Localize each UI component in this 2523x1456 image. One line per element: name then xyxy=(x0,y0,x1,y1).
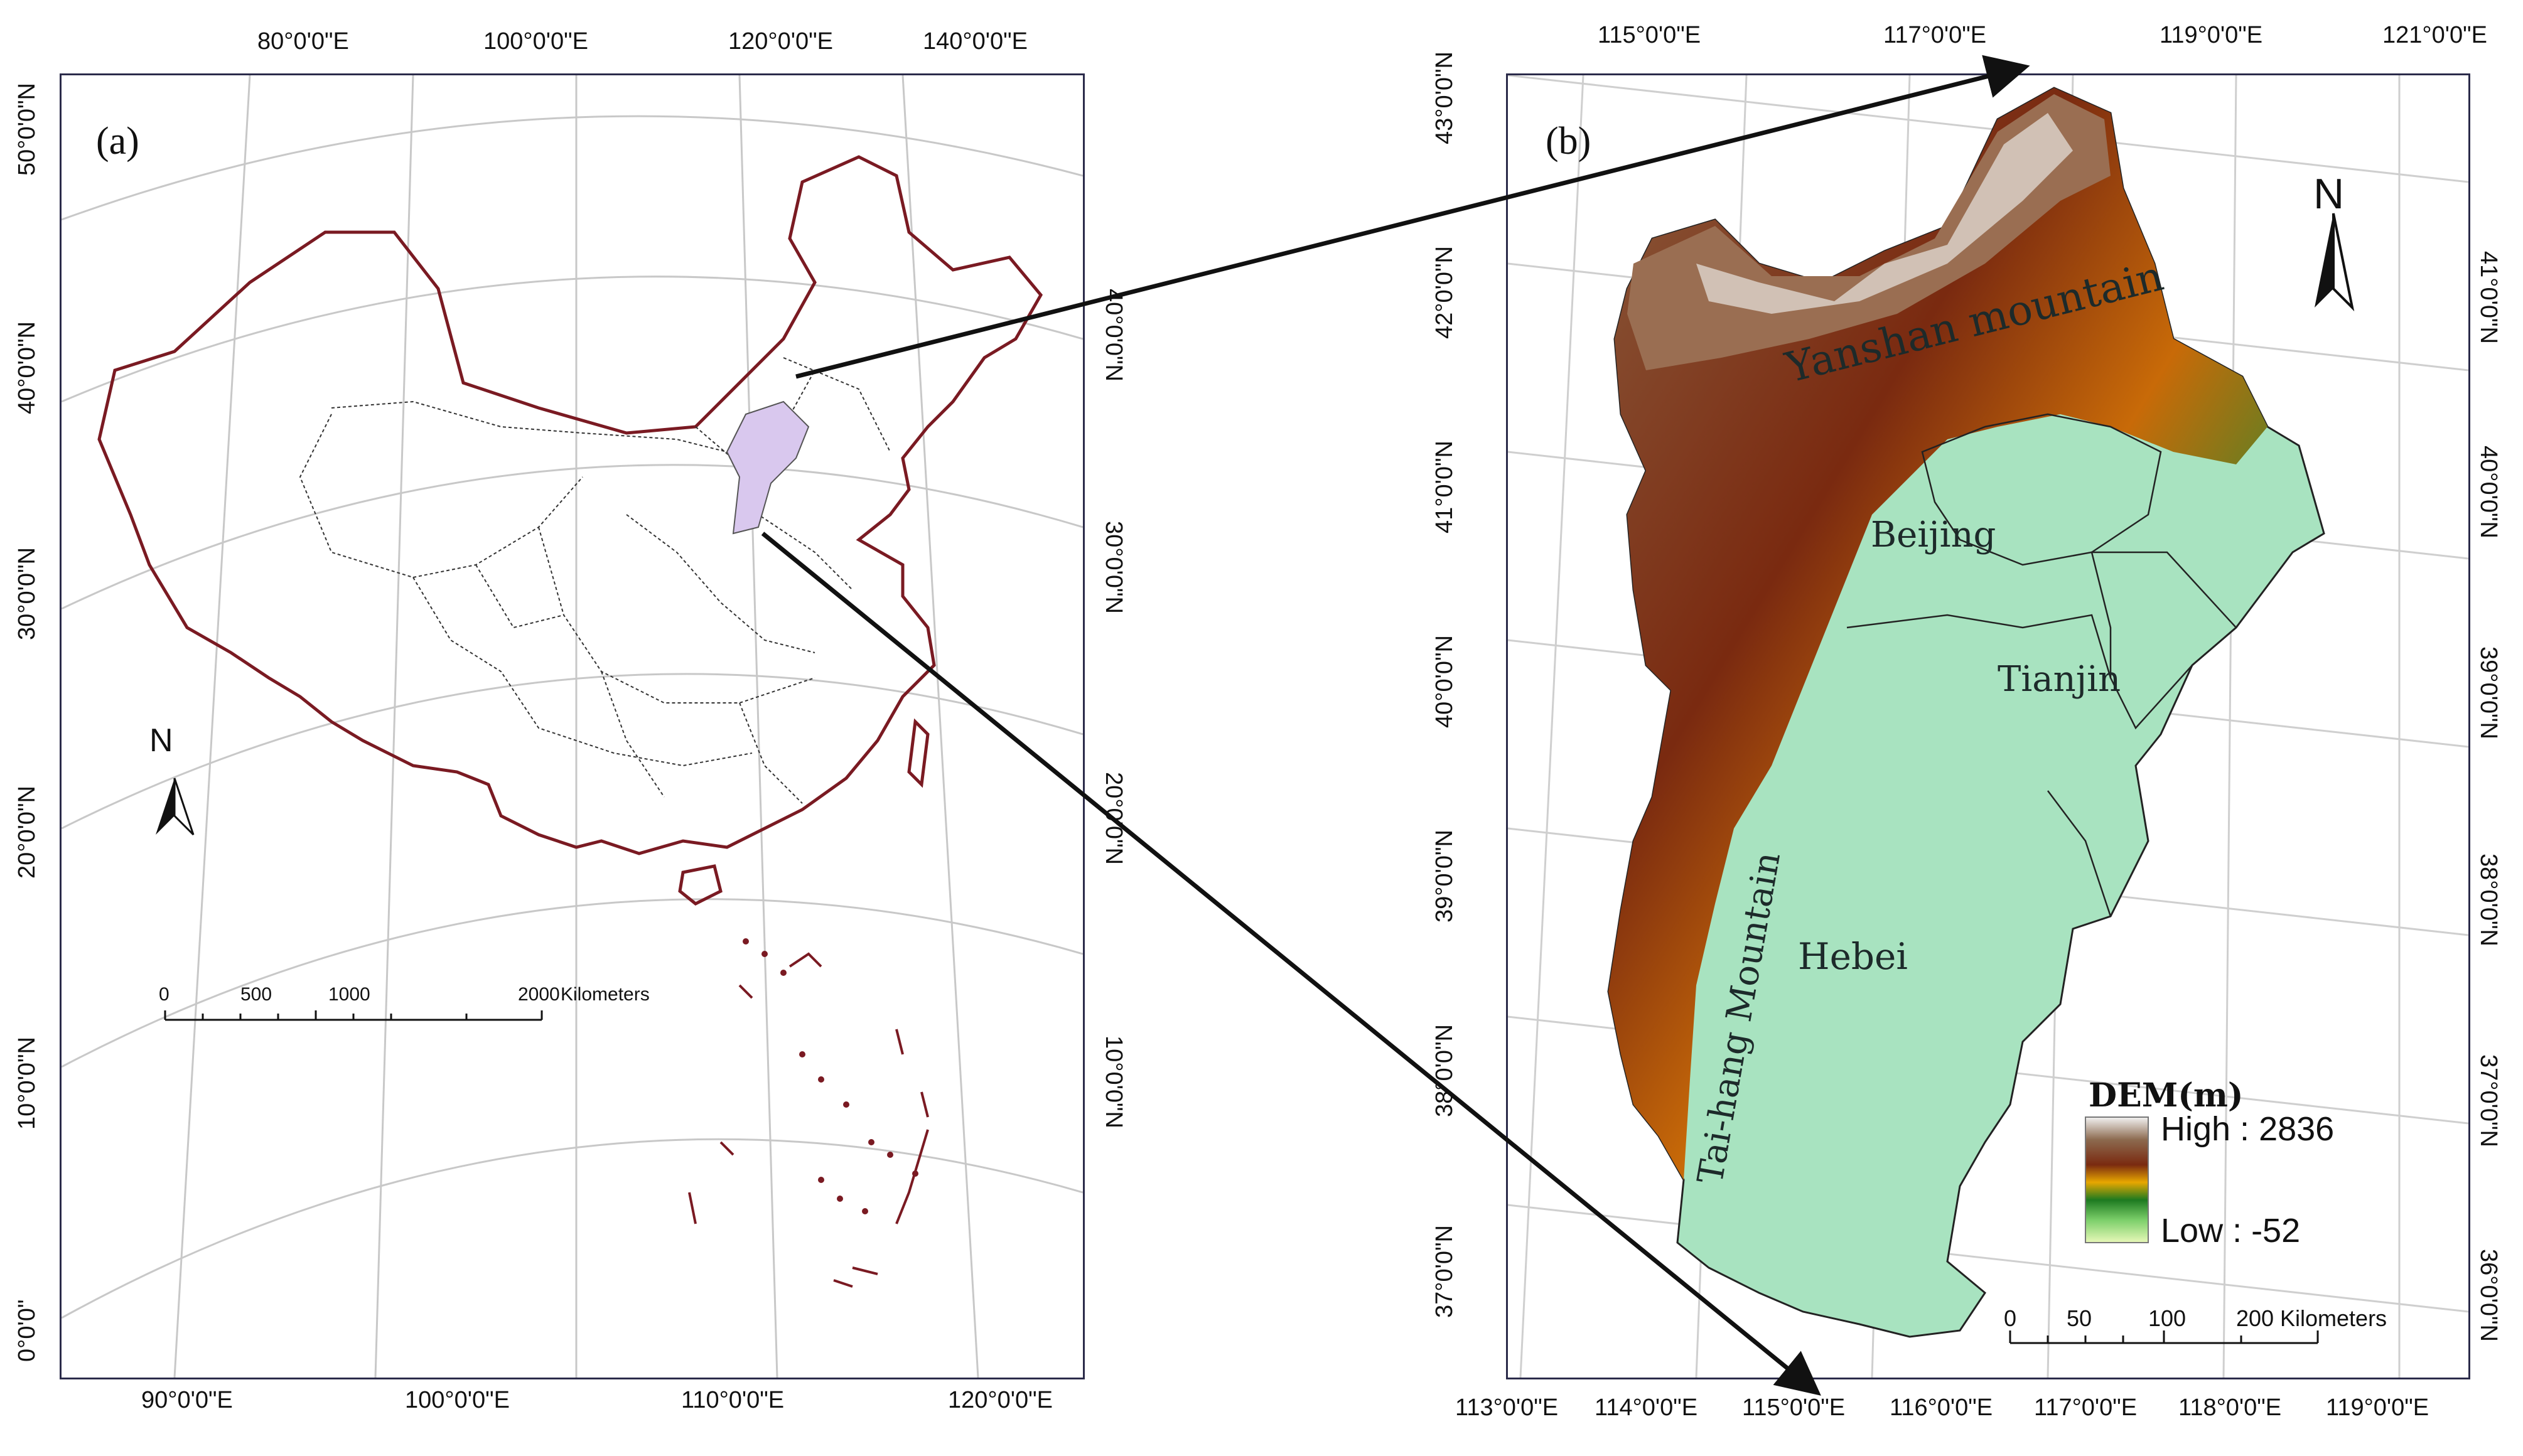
place-tianjin: Tianjin xyxy=(1998,659,2121,700)
a-bottom-label-1: 100°0'0"E xyxy=(405,1387,510,1413)
dem-legend-high: High : 2836 xyxy=(2161,1110,2335,1148)
arrow-to-south xyxy=(761,532,1821,1396)
scale-tick-b-1: 50 xyxy=(2067,1305,2092,1331)
scale-tick-a-3: 2000 xyxy=(518,984,560,1005)
dem-legend-low: Low : -52 xyxy=(2161,1212,2301,1250)
a-top-label-2: 120°0'0"E xyxy=(728,28,833,55)
b-bottom-label-4: 117°0'0"E xyxy=(2034,1394,2138,1421)
scale-tick-b-2: 100 xyxy=(2148,1305,2187,1331)
scale-tick-a-2: 1000 xyxy=(328,984,370,1005)
place-beijing: Beijing xyxy=(1871,515,1996,555)
panel-b-label: (b) xyxy=(1546,120,1591,163)
a-top-label-1: 100°0'0"E xyxy=(483,28,588,55)
china-overview-map: (a) N 0 500 1000 2000 Kilometers xyxy=(60,73,1085,1379)
a-bottom-label-0: 90°0'0"E xyxy=(141,1387,233,1413)
mountain-zone xyxy=(1608,88,2267,1180)
scale-tick-a-1: 500 xyxy=(240,984,272,1005)
jingjinji-dem-map: (b) N Yanshan mountain Beijing Tianjin H… xyxy=(1506,73,2470,1379)
place-hebei: Hebei xyxy=(1798,935,1908,978)
a-bottom-label-2: 110°0'0"E xyxy=(681,1387,785,1413)
scale-tick-a-0: 0 xyxy=(159,984,169,1005)
dem-legend-title: DEM(m) xyxy=(2089,1076,2244,1115)
b-top-label-2: 119°0'0"E xyxy=(2160,22,2263,48)
scale-bar-b xyxy=(2009,1330,2319,1344)
scale-unit-b: Kilometers xyxy=(2280,1305,2387,1331)
b-top-label-1: 117°0'0"E xyxy=(1883,22,1987,48)
b-bottom-label-6: 119°0'0"E xyxy=(2326,1394,2429,1421)
dem-map-graphic xyxy=(1508,75,2468,1378)
north-label-a: N xyxy=(149,722,173,759)
b-bottom-label-1: 114°0'0"E xyxy=(1595,1394,1698,1421)
scale-bar-a xyxy=(164,1010,543,1021)
b-bottom-label-5: 118°0'0"E xyxy=(2178,1394,2282,1421)
panel-a-label: (a) xyxy=(96,120,139,163)
b-bottom-label-3: 116°0'0"E xyxy=(1890,1394,1993,1421)
b-bottom-label-2: 115°0'0"E xyxy=(1742,1394,1846,1421)
china-map-graphic xyxy=(62,75,1083,1378)
dem-legend-gradient xyxy=(2085,1116,2149,1243)
arrow-to-north xyxy=(795,55,2030,379)
jingjinji-highlight xyxy=(726,400,810,535)
scale-unit-a: Kilometers xyxy=(561,984,650,1005)
north-arrow-b xyxy=(2315,213,2355,312)
north-arrow-a xyxy=(156,778,195,836)
a-top-label-3: 140°0'0"E xyxy=(923,28,1028,55)
b-bottom-label-0: 113°0'0"E xyxy=(1455,1394,1559,1421)
a-top-label-0: 80°0'0"E xyxy=(257,28,349,55)
scale-tick-b-3: 200 xyxy=(2236,1305,2274,1331)
china-border xyxy=(97,155,1043,855)
north-label-b: N xyxy=(2313,170,2345,218)
b-top-label-0: 115°0'0"E xyxy=(1598,22,1701,48)
b-top-label-3: 121°0'0"E xyxy=(2382,22,2487,48)
a-bottom-label-3: 120°0'0"E xyxy=(948,1387,1053,1413)
scale-tick-b-0: 0 xyxy=(2004,1305,2017,1331)
